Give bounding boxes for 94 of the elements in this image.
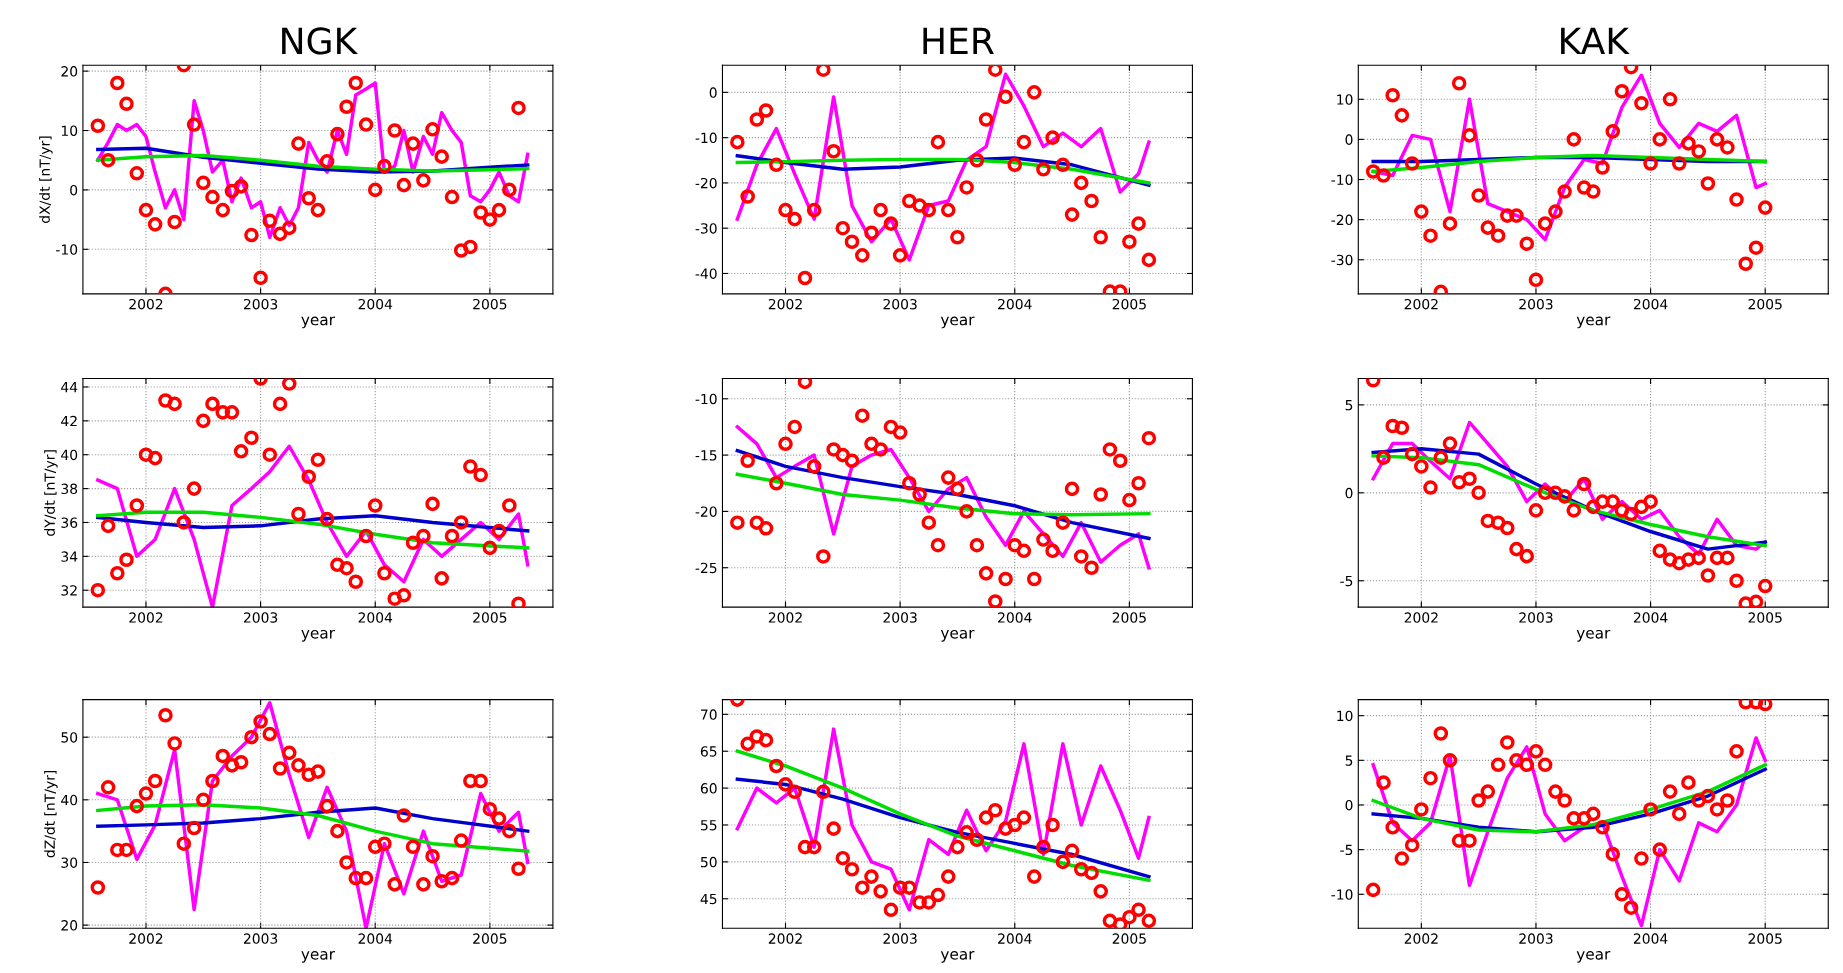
y-tick-label: 38: [61, 483, 78, 495]
y-tick-label: 10: [1337, 94, 1353, 105]
x-tick-label: 2002: [129, 933, 163, 944]
x-tick-label: 2004: [998, 298, 1032, 310]
x-tick-label: 2004: [1633, 298, 1668, 310]
x-axis-title: year: [1576, 950, 1611, 963]
x-tick-label: 2005: [1112, 933, 1146, 944]
x-tick-label: 2003: [243, 612, 278, 623]
y-tick-label: -40: [695, 268, 717, 279]
x-tick-label: 2005: [473, 933, 507, 944]
y-tick-label: -10: [1331, 889, 1353, 900]
y-tick-label: -15: [695, 450, 717, 461]
x-tick-label: 2005: [473, 298, 507, 310]
y-tick-label: 44: [61, 382, 78, 393]
y-axis-title: dY/dt [nT/yr]: [44, 450, 58, 536]
x-tick-label: 2004: [358, 298, 393, 310]
y-tick-label: -20: [695, 177, 717, 189]
y-tick-label: 42: [61, 415, 77, 427]
x-axis-title: year: [301, 629, 335, 642]
x-tick-label: 2002: [1404, 298, 1438, 310]
x-tick-label: 2002: [129, 612, 163, 623]
y-tick-label: 20: [61, 920, 78, 931]
x-tick-label: 2003: [243, 933, 278, 944]
x-tick-label: 2005: [1748, 933, 1782, 944]
y-tick-label: 55: [700, 820, 717, 831]
y-tick-label: 50: [700, 856, 717, 868]
y-tick-label: -5: [1340, 575, 1353, 587]
y-tick-label: 5: [1345, 400, 1353, 411]
x-tick-label: 2002: [1404, 612, 1438, 623]
x-axis-title: year: [301, 950, 335, 963]
y-tick-label: 70: [701, 709, 717, 720]
x-tick-label: 2002: [768, 612, 802, 623]
y-tick-label: 45: [700, 893, 717, 905]
x-axis-title: year: [940, 316, 975, 329]
y-tick-label: 65: [700, 746, 717, 757]
y-tick-label: -20: [695, 506, 717, 517]
chart-title: KAK: [1561, 27, 1630, 55]
x-axis-title: year: [940, 629, 975, 642]
x-tick-label: 2002: [1404, 933, 1438, 944]
y-tick-label: 40: [61, 794, 78, 806]
chart-title: HER: [923, 27, 994, 55]
y-tick-label: 5: [1345, 755, 1353, 766]
y-tick-label: 30: [61, 857, 78, 868]
y-tick-label: -10: [1331, 174, 1353, 185]
y-tick-label: 32: [61, 585, 77, 596]
y-axis-title: dX/dt [nT/yr]: [39, 136, 53, 223]
x-tick-label: 2005: [1112, 298, 1146, 310]
y-tick-label: 0: [1345, 487, 1353, 499]
y-tick-label: -10: [695, 132, 717, 144]
x-tick-label: 2004: [358, 612, 393, 623]
x-tick-label: 2005: [473, 612, 507, 623]
y-tick-label: 0: [70, 184, 78, 196]
x-axis-title: year: [301, 316, 335, 329]
x-tick-label: 2003: [883, 933, 917, 944]
x-tick-label: 2004: [998, 612, 1032, 623]
y-tick-label: 0: [709, 87, 717, 98]
y-tick-label: 20: [61, 66, 78, 77]
y-tick-label: -10: [695, 393, 717, 405]
y-tick-label: 0: [1345, 799, 1353, 811]
x-axis-title: year: [1576, 629, 1611, 642]
y-tick-label: 36: [61, 517, 78, 528]
y-tick-label: -10: [56, 244, 78, 255]
y-axis-title: dZ/dt [nT/yr]: [44, 770, 58, 858]
x-tick-label: 2003: [1519, 612, 1553, 623]
y-tick-label: 60: [700, 783, 717, 794]
chart-title: NGK: [282, 27, 359, 55]
y-tick-label: 0: [1345, 134, 1353, 145]
y-tick-label: -5: [1340, 844, 1353, 856]
y-tick-label: 50: [61, 732, 78, 743]
y-tick-label: 10: [61, 125, 78, 136]
x-tick-label: 2005: [1748, 298, 1782, 310]
x-tick-label: 2003: [243, 298, 278, 310]
x-tick-label: 2003: [883, 298, 917, 310]
x-tick-label: 2003: [1519, 298, 1553, 310]
y-tick-label: -30: [695, 223, 717, 234]
x-tick-label: 2005: [1748, 612, 1782, 623]
x-tick-label: 2004: [1633, 612, 1668, 623]
x-axis-title: year: [940, 950, 975, 963]
x-tick-label: 2004: [1633, 933, 1668, 944]
x-tick-label: 2003: [883, 612, 917, 623]
y-tick-label: 10: [1337, 710, 1353, 722]
x-tick-label: 2002: [129, 298, 163, 310]
x-tick-label: 2004: [998, 933, 1032, 944]
x-tick-label: 2005: [1112, 612, 1146, 623]
y-tick-label: 40: [61, 449, 78, 461]
y-tick-label: -30: [1331, 254, 1353, 266]
x-axis-title: year: [1576, 316, 1611, 329]
x-tick-label: 2004: [358, 933, 393, 944]
y-tick-label: -20: [1331, 214, 1353, 226]
x-tick-label: 2002: [768, 298, 802, 310]
y-tick-label: 34: [61, 551, 78, 562]
x-tick-label: 2003: [1519, 933, 1553, 944]
x-tick-label: 2002: [768, 933, 802, 944]
y-tick-label: -25: [695, 562, 717, 574]
